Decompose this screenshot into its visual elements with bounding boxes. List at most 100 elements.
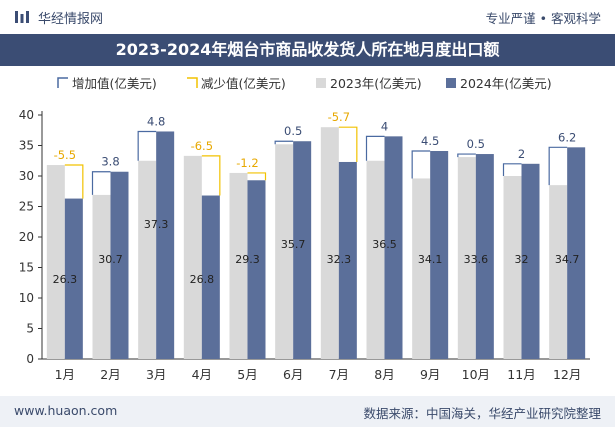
- bar-2024: [430, 150, 449, 359]
- legend-decrease-swatch: [187, 77, 198, 88]
- y-tick-label: 5: [26, 322, 34, 336]
- increase-bracket: [91, 171, 111, 195]
- change-label: -6.5: [191, 139, 213, 153]
- bar-2024: [567, 147, 586, 359]
- change-label: 3.8: [101, 155, 119, 169]
- y-tick-label: 35: [19, 139, 34, 153]
- bar-2024: [156, 131, 175, 359]
- brand-name: 华经情报网: [38, 12, 104, 27]
- y-tick-label: 40: [19, 108, 34, 122]
- y-tick-label: 30: [19, 169, 34, 183]
- bar-2024: [293, 141, 312, 359]
- bar-chart: 增加值(亿美元) 减少值(亿美元) 2023年(亿美元) 2024年(亿美元) 0 5 10…: [19, 76, 590, 382]
- bar-2023: [229, 172, 248, 359]
- x-tick-label: 1月: [55, 367, 75, 382]
- value-label-2024: 34.1: [418, 253, 443, 266]
- change-label: 6.2: [558, 130, 576, 144]
- bar-2024: [64, 198, 83, 359]
- change-label: 2: [518, 147, 525, 161]
- decrease-bracket: [201, 155, 221, 196]
- bar-2023: [92, 194, 111, 359]
- bar-2023: [275, 144, 294, 359]
- value-label-2024: 26.3: [53, 273, 78, 286]
- brand-tagline: 专业严谨 • 客观科学: [485, 11, 601, 26]
- decrease-bracket: [338, 126, 358, 162]
- legend-increase-swatch: [57, 77, 68, 88]
- y-tick-label: 20: [19, 230, 34, 244]
- bar-2024: [110, 171, 129, 359]
- x-tick-label: 9月: [420, 367, 440, 382]
- x-tick-label: 5月: [237, 367, 257, 382]
- change-label: -1.2: [236, 156, 258, 170]
- change-label: 4.5: [421, 134, 439, 148]
- bar-2023: [46, 165, 65, 359]
- change-label: 0.5: [467, 137, 485, 151]
- increase-bracket: [365, 135, 385, 161]
- increase-bracket: [411, 150, 431, 179]
- change-label: 4: [381, 119, 388, 133]
- legend-2024-swatch: [446, 78, 456, 88]
- bar-2024: [384, 136, 403, 359]
- value-label-2024: 34.7: [555, 253, 580, 266]
- bar-2023: [138, 160, 157, 359]
- y-tick-label: 15: [19, 261, 34, 275]
- value-label-2024: 30.7: [98, 253, 123, 266]
- decrease-bracket: [247, 172, 267, 181]
- value-label-2024: 33.6: [464, 253, 489, 266]
- bar-2024: [475, 154, 494, 359]
- value-label-2024: 35.7: [281, 238, 306, 251]
- website-url: www.huaon.com: [14, 403, 118, 418]
- value-label-2024: 32.3: [327, 253, 352, 266]
- y-tick-label: 25: [19, 200, 34, 214]
- title-bar: 2023-2024年烟台市商品收发货人所在地月度出口额: [0, 34, 615, 66]
- value-label-2024: 32: [515, 253, 529, 266]
- legend-2023-label: 2023年(亿美元): [330, 76, 422, 91]
- x-tick-label: 4月: [192, 367, 212, 382]
- x-tick-label: 7月: [329, 367, 349, 382]
- bar-2024: [521, 163, 540, 359]
- x-tick-label: 12月: [553, 367, 581, 382]
- change-label: 0.5: [284, 124, 302, 138]
- legend-2023-swatch: [316, 78, 326, 88]
- x-tick-label: 8月: [374, 367, 394, 382]
- change-label: -5.7: [328, 110, 350, 124]
- chart-title: 2023-2024年烟台市商品收发货人所在地月度出口额: [115, 40, 500, 59]
- footer-bar: www.huaon.com 数据来源：中国海关，华经产业研究院整理: [0, 396, 615, 427]
- decrease-bracket: [64, 164, 84, 199]
- bar-2023: [503, 176, 522, 359]
- bar-2023: [412, 178, 431, 359]
- legend-decrease-label: 减少值(亿美元): [201, 76, 286, 91]
- x-tick-label: 2月: [100, 367, 120, 382]
- bar-2024: [247, 180, 266, 359]
- legend-increase-label: 增加值(亿美元): [72, 76, 157, 91]
- bar-2023: [457, 157, 476, 359]
- bar-2024: [201, 195, 220, 359]
- x-tick-label: 3月: [146, 367, 166, 382]
- change-label: -5.5: [54, 148, 76, 162]
- x-tick-label: 10月: [462, 367, 490, 382]
- increase-bracket: [548, 146, 568, 186]
- bar-2023: [366, 160, 385, 359]
- value-label-2024: 36.5: [372, 238, 397, 251]
- bar-2023: [183, 155, 202, 359]
- y-tick-label: 0: [26, 352, 34, 366]
- bar-2024: [338, 161, 357, 359]
- value-label-2024: 29.3: [235, 253, 260, 266]
- x-tick-label: 11月: [507, 367, 535, 382]
- legend-2024-label: 2024年(亿美元): [460, 76, 552, 91]
- x-tick-label: 6月: [283, 367, 303, 382]
- increase-bracket: [457, 153, 476, 158]
- value-label-2024: 37.3: [144, 218, 169, 231]
- increase-bracket: [274, 140, 294, 145]
- increase-bracket: [137, 130, 157, 161]
- bar-2023: [549, 185, 568, 359]
- y-tick-label: 10: [19, 291, 34, 305]
- huajing-logo-icon: [15, 11, 29, 23]
- bar-2023: [320, 127, 339, 359]
- increase-bracket: [502, 163, 522, 176]
- change-label: 4.8: [147, 114, 165, 128]
- top-bar: 华经情报网 专业严谨 • 客观科学: [0, 0, 615, 34]
- value-label-2024: 26.8: [190, 273, 215, 286]
- data-source: 数据来源：中国海关，华经产业研究院整理: [363, 406, 601, 421]
